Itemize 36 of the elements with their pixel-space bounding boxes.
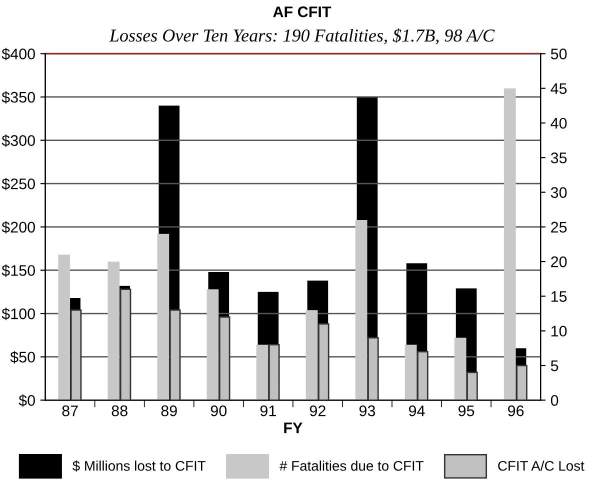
y2-tick-label: 5 [550,360,558,372]
y2-tick-label: 50 [550,48,567,60]
legend-label: # Fatalities due to CFIT [280,460,424,471]
x-axis-title: FY [284,422,302,434]
y-tick-label: $200 [2,221,35,234]
x-tick-label: 90 [210,405,227,416]
x-tick-label: 87 [62,405,78,416]
y2-tick-label: 45 [550,83,567,94]
x-tick-label: 94 [408,405,425,416]
x-tick-label: 95 [458,405,474,416]
y2-tick-label: 20 [551,256,567,268]
y2-tick-label: 35 [550,152,567,164]
y2-tick-label: 25 [551,222,567,233]
legend-label: $ Millions lost to CFIT [72,460,206,472]
x-tick-label: 96 [508,405,524,416]
y2-tick-label: 30 [550,187,567,198]
y-tick-label: $50 [10,351,35,364]
x-tick-label: 88 [112,405,128,416]
y-tick-label: $100 [2,308,35,320]
y2-tick-label: 10 [551,326,567,337]
x-tick-label: 93 [359,405,376,416]
x-tick-label: 92 [310,405,326,416]
y-tick-label: $150 [2,264,35,277]
y-tick-label: $350 [2,91,35,104]
x-tick-label: 89 [161,405,177,416]
x-tick-label: 91 [260,405,276,416]
chart-subtitle: Losses Over Ten Years: 190 Fatalities, $1.7B, 98 A/C [109,28,495,44]
legend-label: CFIT A/C Lost [498,460,584,471]
y-tick-label: $0 [18,394,35,407]
y2-tick-label: 40 [550,118,567,129]
chart-title: AF CFIT [273,6,332,18]
y-tick-label: $300 [2,134,35,147]
y2-tick-label: 0 [550,395,558,406]
y-tick-label: $400 [2,48,35,60]
y-tick-label: $250 [2,178,35,190]
y2-tick-label: 15 [551,291,567,302]
